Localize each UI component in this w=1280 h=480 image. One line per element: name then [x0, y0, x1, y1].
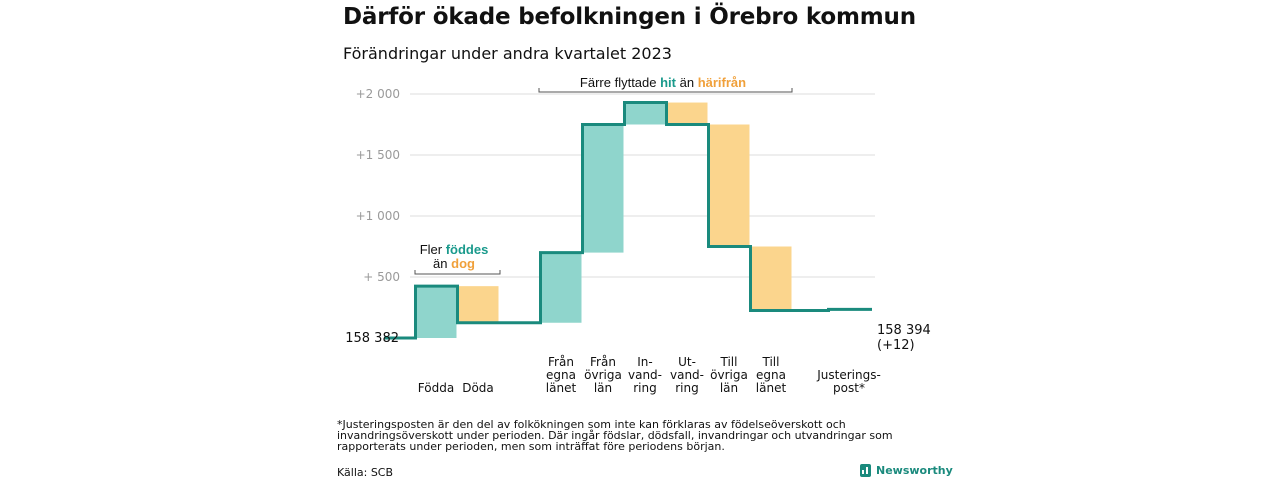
source-note: Källa: SCB: [337, 466, 394, 479]
annotation-migration-part: härifrån: [698, 75, 746, 90]
annotation-births-deaths-part: dog: [451, 256, 475, 271]
category-label: länet: [756, 381, 787, 395]
category-label: övriga: [584, 368, 622, 382]
category-label: Justerings-: [816, 368, 881, 382]
annotation-migration-part: än: [676, 75, 698, 90]
newsworthy-logo-icon: [860, 464, 871, 477]
y-tick-label: +1 000: [356, 209, 400, 223]
category-label: vand-: [670, 368, 704, 382]
bar-increase: [415, 286, 457, 338]
category-label: In-: [637, 355, 652, 369]
chart-subtitle: Förändringar under andra kvartalet 2023: [343, 44, 672, 63]
annotation-births-deaths: Fler föddes: [420, 242, 489, 257]
annotation-births-deaths: än dog: [433, 256, 475, 271]
annotation-bracket: [538, 88, 793, 93]
category-label: ring: [675, 381, 699, 395]
bar-increase: [624, 102, 666, 125]
cumulative-step-line: [384, 101, 872, 340]
end-change-label: (+12): [877, 338, 915, 353]
bar-increase: [582, 124, 624, 253]
category-label: län: [594, 381, 612, 395]
category-label: Till: [762, 355, 780, 369]
brand-logo: Newsworthy: [860, 464, 953, 477]
annotation-births-deaths-part: föddes: [446, 242, 489, 257]
category-label: post*: [833, 381, 865, 395]
y-tick-label: +1 500: [356, 148, 400, 162]
category-label: egna: [756, 368, 786, 382]
category-label: Till: [720, 355, 738, 369]
category-label: länet: [546, 381, 577, 395]
annotation-bracket: [414, 270, 501, 275]
bar-decrease: [750, 246, 792, 311]
end-value-label: 158 394: [877, 323, 931, 338]
y-tick-label: +2 000: [356, 87, 400, 101]
category-label: Döda: [462, 381, 494, 395]
y-tick-label: + 500: [363, 270, 400, 284]
category-label: Från: [590, 355, 616, 369]
annotation-migration-part: hit: [660, 75, 677, 90]
category-label: egna: [546, 368, 576, 382]
bar-decrease: [708, 124, 750, 247]
annotation-births-deaths-part: än: [433, 256, 451, 271]
category-label: län: [720, 381, 738, 395]
bar-decrease: [457, 286, 499, 323]
brand-name: Newsworthy: [876, 464, 953, 477]
category-label: Födda: [418, 381, 454, 395]
annotation-migration-part: Färre flyttade: [580, 75, 660, 90]
chart-title: Därför ökade befolkningen i Örebro kommu…: [343, 4, 916, 30]
bar-increase: [540, 252, 582, 323]
category-label: Ut-: [678, 355, 696, 369]
start-value-label: 158 382: [345, 331, 399, 346]
footnote: *Justeringsposten är den del av folkökni…: [337, 418, 893, 453]
category-label: vand-: [628, 368, 662, 382]
bar-decrease: [666, 102, 708, 125]
annotation-births-deaths-part: Fler: [420, 242, 446, 257]
category-label: övriga: [710, 368, 748, 382]
waterfall-chart: +2 000 +1 500 +1 000 + 500 158 382 158 394(+1…: [345, 75, 931, 395]
category-label: Från: [548, 355, 574, 369]
annotation-migration: Färre flyttade hit än härifrån: [580, 75, 746, 90]
category-label: ring: [633, 381, 657, 395]
